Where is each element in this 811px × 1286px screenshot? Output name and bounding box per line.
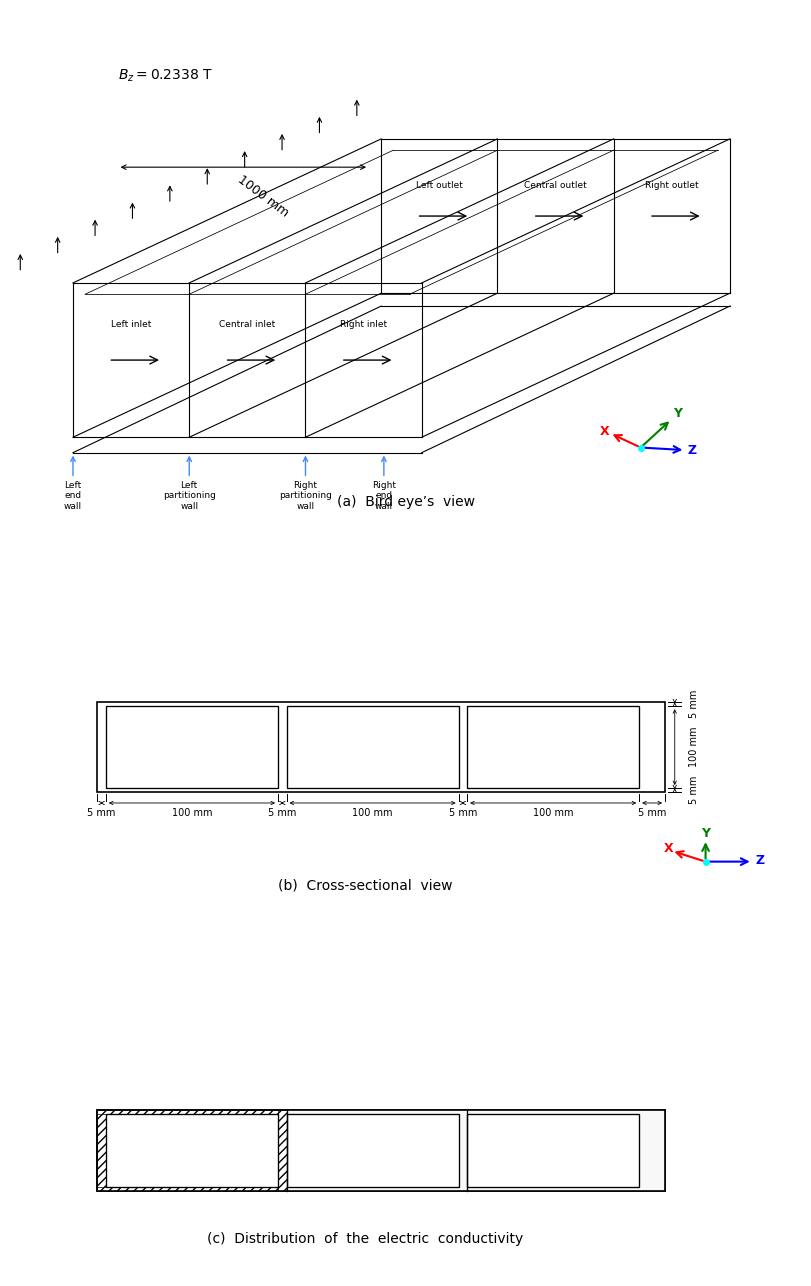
Text: Y: Y: [701, 827, 710, 840]
Text: (c)  Distribution  of  the  electric  conductivity: (c) Distribution of the electric conduct…: [207, 1232, 523, 1246]
Bar: [286, 1114, 458, 1187]
Text: 5 mm: 5 mm: [448, 808, 477, 818]
Bar: [467, 706, 639, 788]
Text: $B_z = 0.2338\ \mathrm{T}$: $B_z = 0.2338\ \mathrm{T}$: [118, 68, 212, 84]
Text: 100 mm: 100 mm: [533, 808, 573, 818]
Bar: [467, 1114, 639, 1187]
Bar: [97, 1110, 106, 1191]
Bar: [97, 1110, 665, 1191]
Text: 5 mm: 5 mm: [638, 808, 667, 818]
Bar: [97, 1110, 286, 1114]
Bar: [97, 1110, 665, 1191]
Text: 100 mm: 100 mm: [352, 808, 393, 818]
Text: Right outlet: Right outlet: [645, 181, 698, 190]
Text: Right inlet: Right inlet: [340, 320, 387, 329]
Bar: [286, 706, 458, 788]
Text: (a)  Bird eye’s  view: (a) Bird eye’s view: [337, 495, 474, 509]
Text: 5 mm: 5 mm: [268, 808, 297, 818]
Text: Y: Y: [673, 406, 682, 419]
Text: Left
end
wall: Left end wall: [64, 481, 82, 511]
Text: Central outlet: Central outlet: [524, 181, 587, 190]
Text: Z: Z: [688, 444, 697, 457]
Text: Left outlet: Left outlet: [416, 181, 463, 190]
Bar: [97, 702, 665, 792]
Bar: [286, 1110, 665, 1191]
Bar: [106, 706, 278, 788]
Text: 100 mm: 100 mm: [689, 727, 699, 768]
Bar: [278, 1110, 286, 1191]
Text: X: X: [600, 424, 610, 437]
Text: Left inlet: Left inlet: [111, 320, 152, 329]
Text: Left
partitioning
wall: Left partitioning wall: [163, 481, 216, 511]
Bar: [106, 1114, 278, 1187]
Text: 5 mm: 5 mm: [689, 775, 699, 804]
Text: Right
end
wall: Right end wall: [372, 481, 396, 511]
Text: Central inlet: Central inlet: [219, 320, 276, 329]
Text: Right
partitioning
wall: Right partitioning wall: [279, 481, 332, 511]
Bar: [106, 1114, 278, 1187]
Text: X: X: [663, 842, 673, 855]
Text: 5 mm: 5 mm: [88, 808, 116, 818]
Text: (b)  Cross-sectional  view: (b) Cross-sectional view: [277, 878, 453, 892]
Text: 5 mm: 5 mm: [689, 691, 699, 719]
Text: 100 mm: 100 mm: [172, 808, 212, 818]
Bar: [97, 1187, 286, 1191]
Text: 1000 mm: 1000 mm: [236, 174, 291, 220]
Text: Z: Z: [755, 854, 764, 867]
